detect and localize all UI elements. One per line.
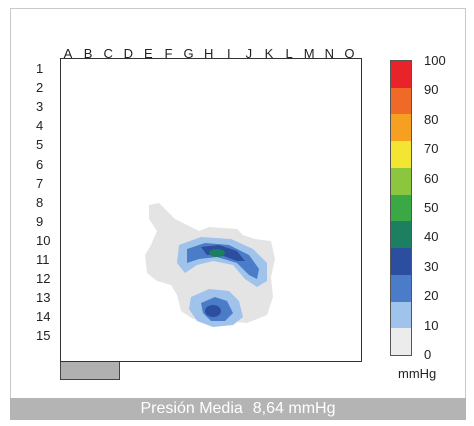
mean-pressure-label: Presión Media [140, 400, 243, 417]
row-label: 9 [36, 213, 44, 229]
column-label: N [324, 46, 334, 61]
legend-color-segment [391, 167, 411, 196]
column-label: H [203, 46, 214, 61]
column-label: J [245, 46, 253, 61]
legend-color-segment [391, 61, 411, 89]
legend-color-segment [391, 274, 411, 303]
mean-pressure-footer: Presión Media 8,64 mmHg [10, 398, 466, 420]
column-label: C [103, 46, 113, 61]
column-label: L [285, 46, 293, 61]
column-label: I [226, 46, 231, 61]
row-label: 3 [36, 99, 44, 115]
legend-tick-label: 20 [424, 288, 439, 304]
column-label: D [123, 46, 133, 61]
legend-color-segment [391, 248, 411, 276]
legend-color-bar [390, 60, 412, 356]
legend-color-segment [391, 301, 411, 329]
legend-color-segment [391, 194, 411, 222]
legend-tick-label: 30 [424, 258, 439, 274]
grid-selector-tab[interactable] [60, 362, 120, 380]
legend-tick-label: 100 [424, 53, 446, 68]
legend-color-segment [391, 141, 411, 169]
mean-pressure-value: 8,64 mmHg [252, 400, 336, 417]
legend-tick-label: 80 [424, 111, 439, 127]
row-label: 5 [36, 137, 44, 153]
column-label: K [264, 46, 274, 61]
row-label: 2 [36, 80, 44, 96]
legend-tick-label: 60 [424, 170, 439, 186]
row-label: 8 [36, 194, 44, 210]
column-label: M [303, 46, 315, 61]
row-label: 14 [36, 309, 51, 325]
legend-color-segment [391, 328, 411, 356]
upper-pressure-core [209, 249, 225, 257]
row-label: 4 [36, 118, 44, 134]
column-label: B [83, 46, 93, 61]
legend-color-segment [391, 221, 411, 249]
row-label: 7 [36, 175, 44, 191]
row-label: 6 [36, 156, 44, 172]
row-label: 11 [36, 252, 50, 267]
row-label: 12 [36, 271, 51, 287]
legend-tick-label: 70 [424, 141, 439, 157]
legend-unit: mmHg [398, 366, 437, 381]
lower-pressure-peak [205, 305, 221, 317]
legend-tick-label: 10 [424, 317, 439, 333]
legend-color-segment [391, 114, 411, 142]
legend-tick-label: 0 [424, 347, 432, 362]
legend-tick-label: 90 [424, 82, 439, 98]
row-labels: 1 2 3 4 5 6 7 8 9 10 11 12 13 14 15 [36, 62, 56, 362]
row-label: 10 [36, 232, 51, 248]
column-label: E [144, 46, 153, 61]
column-label: F [164, 46, 173, 61]
legend-color-segment [391, 87, 411, 115]
column-label: A [63, 46, 73, 61]
pressure-map-grid [60, 58, 362, 362]
legend-tick-label: 40 [424, 229, 439, 245]
column-label: G [183, 46, 194, 61]
row-label: 1 [36, 61, 44, 76]
pressure-heatmap [145, 203, 275, 327]
footprint-low-region [145, 203, 275, 323]
row-label: 15 [36, 328, 51, 344]
row-label: 13 [36, 290, 51, 306]
column-label: O [344, 46, 355, 61]
legend-tick-label: 50 [424, 200, 439, 215]
